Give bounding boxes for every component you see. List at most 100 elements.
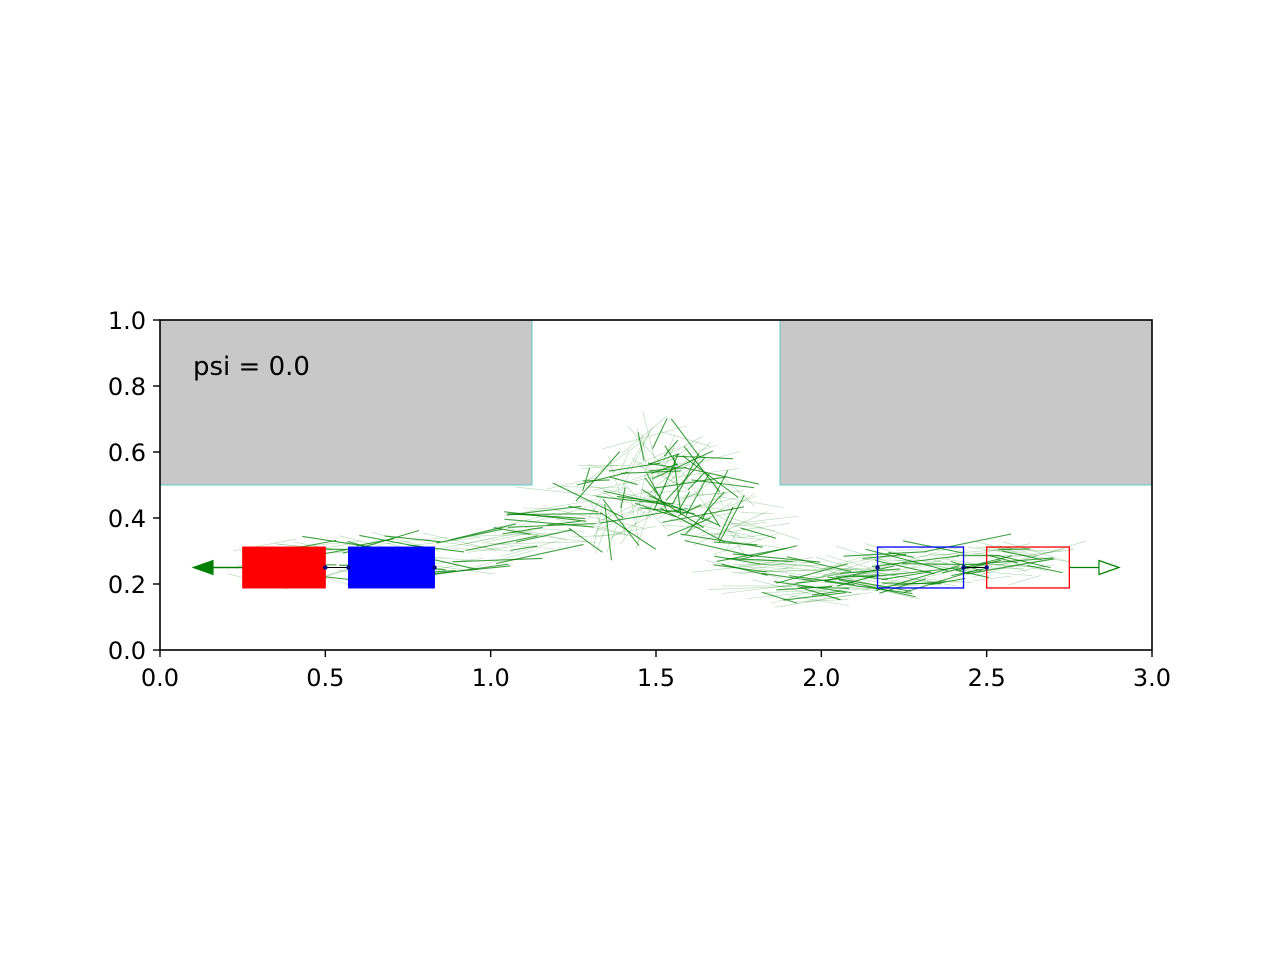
trajectory-segment bbox=[934, 550, 967, 558]
trajectory-segment bbox=[670, 418, 701, 458]
trajectory-segment bbox=[604, 503, 613, 561]
trajectory-segment bbox=[515, 529, 573, 543]
trajectory-segment bbox=[880, 551, 938, 569]
y-tick-label: 0.0 bbox=[108, 637, 146, 665]
trajectory-segment bbox=[674, 490, 744, 499]
trajectory-segment bbox=[559, 486, 624, 489]
trajectory-segment bbox=[762, 591, 798, 604]
trajectory-segment bbox=[797, 592, 872, 603]
trajectory-segment bbox=[620, 510, 646, 544]
trajectory-segment bbox=[729, 493, 755, 511]
trajectory-segment bbox=[723, 522, 745, 554]
trajectory-segment bbox=[760, 589, 827, 594]
x-tick-label: 0.5 bbox=[306, 664, 344, 692]
trajectory-segment bbox=[641, 433, 646, 453]
trajectory-segment bbox=[512, 532, 597, 544]
trajectory-segment bbox=[384, 535, 441, 543]
trajectory-segment bbox=[823, 567, 882, 570]
trajectory-segment bbox=[510, 513, 603, 516]
trajectory-segment bbox=[655, 501, 725, 510]
trajectory-segment bbox=[729, 563, 767, 567]
trajectory-segment bbox=[737, 541, 795, 551]
trajectory-segment bbox=[652, 444, 717, 466]
trajectory-segment bbox=[622, 415, 668, 454]
trajectory-segment bbox=[546, 477, 598, 490]
trajectory-segment bbox=[682, 455, 739, 498]
trajectory-segment bbox=[981, 557, 1054, 565]
trajectory-segment bbox=[428, 537, 496, 552]
trajectory-segment bbox=[861, 559, 942, 562]
trajectory-segment bbox=[776, 563, 848, 584]
trajectory-segment bbox=[701, 470, 729, 521]
trajectory-segment bbox=[659, 441, 711, 492]
trajectory-segment bbox=[428, 563, 509, 576]
goal-heading-arrowhead bbox=[1098, 559, 1121, 576]
trajectory-segment bbox=[867, 567, 960, 578]
trajectory-segment bbox=[554, 509, 643, 528]
trajectory-segment bbox=[822, 556, 886, 577]
trajectory-segment bbox=[592, 471, 678, 491]
trajectory-segment bbox=[874, 555, 906, 560]
trajectory-segment bbox=[872, 555, 960, 567]
trajectory-segment bbox=[1027, 564, 1063, 574]
trajectory-segment bbox=[936, 546, 964, 552]
trajectory-segment bbox=[827, 576, 912, 592]
trajectory-segment bbox=[507, 522, 597, 528]
trajectory-segment bbox=[733, 563, 824, 567]
trajectory-segment bbox=[359, 534, 425, 549]
trajectory-segment bbox=[705, 517, 740, 537]
trajectory-segment bbox=[652, 418, 668, 449]
trajectory-segment bbox=[500, 540, 558, 557]
trajectory-segment bbox=[678, 466, 697, 491]
x-tick-label: 1.5 bbox=[637, 664, 675, 692]
trajectory-segment bbox=[740, 545, 798, 560]
trajectory-segment bbox=[675, 462, 708, 508]
trajectory-segment bbox=[598, 490, 627, 503]
trajectory-segment bbox=[526, 499, 598, 512]
trajectory-segment bbox=[481, 531, 533, 544]
trajectory-segment bbox=[685, 491, 725, 535]
trajectory-segment bbox=[609, 504, 671, 539]
trajectory-segment bbox=[642, 410, 657, 464]
trajectory-segment bbox=[718, 494, 745, 544]
trajectory-segment bbox=[684, 539, 753, 557]
trajectory-segment bbox=[875, 564, 960, 591]
trajectory-segment bbox=[996, 563, 1029, 572]
trajectory-segment bbox=[824, 580, 913, 595]
trajectory-segment bbox=[815, 566, 849, 578]
trajectory-segment bbox=[472, 512, 555, 535]
trajectory-segment bbox=[740, 527, 777, 539]
goal-hitch-point bbox=[984, 565, 989, 570]
trajectory-segment bbox=[582, 467, 591, 492]
trajectory-segment bbox=[722, 477, 755, 506]
trajectory-segment bbox=[590, 502, 601, 522]
trajectory-segment bbox=[672, 468, 739, 478]
trajectory-segment bbox=[856, 584, 920, 588]
trajectory-segment bbox=[547, 520, 581, 526]
trajectory-segment bbox=[734, 558, 815, 567]
trajectory-segment bbox=[888, 551, 914, 558]
trajectory-segment bbox=[733, 521, 768, 527]
trajectory-segment bbox=[998, 548, 1030, 551]
trajectory-segment bbox=[761, 572, 817, 582]
trajectory-segment bbox=[787, 575, 827, 586]
goal-hitch-point bbox=[961, 565, 966, 570]
trajectory-segment bbox=[918, 549, 999, 558]
trajectory-segment bbox=[760, 559, 788, 564]
trajectory-segment bbox=[797, 586, 841, 601]
trajectory-segment bbox=[762, 569, 853, 572]
obstacle-1 bbox=[159, 319, 533, 486]
trajectory-segment bbox=[581, 465, 619, 469]
trajectory-segment bbox=[950, 560, 982, 572]
trajectory-segment bbox=[568, 527, 603, 553]
trajectory-segment bbox=[714, 555, 761, 565]
trajectory-segment bbox=[968, 547, 1017, 553]
trajectory-segment bbox=[425, 564, 495, 575]
trajectory-segment bbox=[985, 546, 1040, 556]
trajectory-segment bbox=[887, 580, 963, 583]
trajectory-segment bbox=[840, 568, 901, 574]
trajectory-segment bbox=[903, 562, 986, 583]
trajectory-segment bbox=[596, 495, 666, 505]
trajectory-segment bbox=[646, 473, 669, 513]
trajectory-segment bbox=[660, 451, 740, 473]
